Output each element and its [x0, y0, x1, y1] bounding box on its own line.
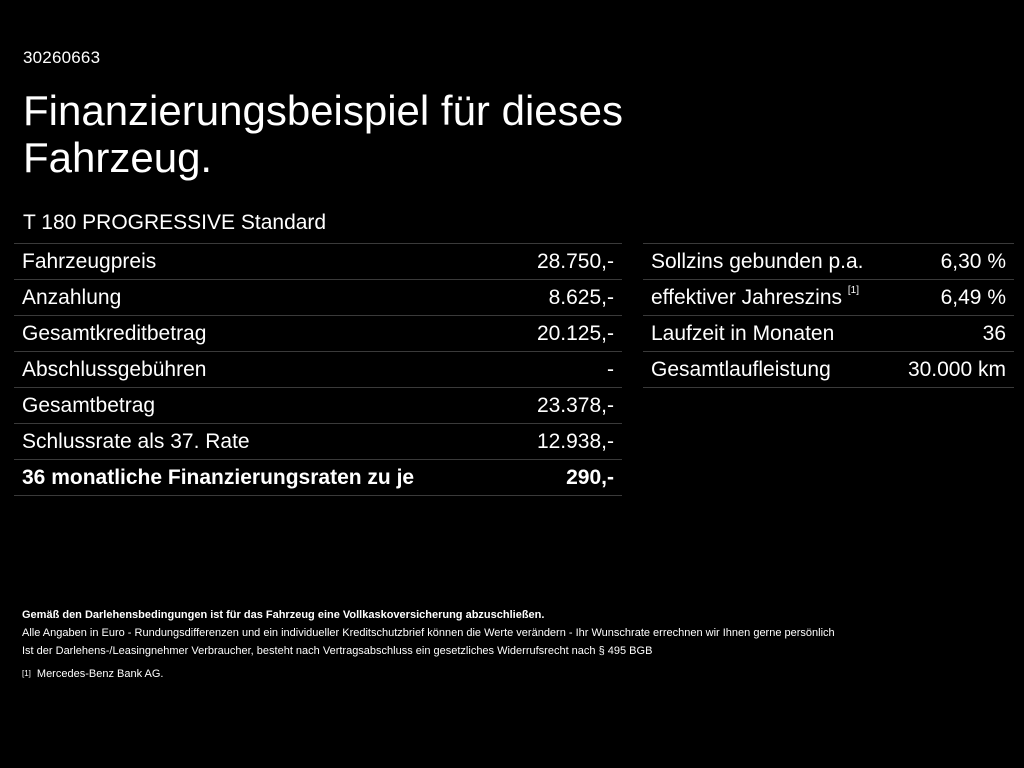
legal-notes: Gemäß den Darlehensbedingungen ist für d…: [22, 606, 1012, 683]
footnote-marker: [1]: [847, 284, 859, 296]
row-value: 28.750,-: [509, 243, 622, 280]
row-label: Gesamtbetrag: [14, 387, 510, 424]
row-label: Laufzeit in Monaten: [643, 315, 891, 352]
table-row: Sollzins gebunden p.a. 6,30 %: [643, 243, 1014, 280]
interest-table: Sollzins gebunden p.a. 6,30 % effektiver…: [643, 243, 1014, 388]
disclaimer-note: Alle Angaben in Euro - Rundungsdifferenz…: [22, 627, 835, 639]
table-row: Abschlussgebühren -: [14, 351, 622, 388]
monthly-rate-value: 290,-: [509, 459, 622, 496]
row-label: Sollzins gebunden p.a.: [643, 243, 891, 280]
row-value: 8.625,-: [509, 279, 622, 316]
row-value: 12.938,-: [509, 423, 622, 460]
footnote: [1] Mercedes-Benz Bank AG.: [22, 665, 1012, 683]
row-label: Gesamtlaufleistung: [643, 351, 891, 388]
row-value: 30.000 km: [890, 351, 1014, 388]
footnote-mark: [1]: [22, 669, 31, 678]
revocation-note: Ist der Darlehens-/Leasingnehmer Verbrau…: [22, 645, 653, 657]
row-value: 23.378,-: [509, 387, 622, 424]
table-row: Laufzeit in Monaten 36: [643, 315, 1014, 352]
row-value: 20.125,-: [509, 315, 622, 352]
monthly-rate-row: 36 monatliche Finanzierungsraten zu je 2…: [14, 459, 622, 496]
row-label: Fahrzeugpreis: [14, 243, 510, 280]
row-value: 6,30 %: [890, 243, 1014, 280]
row-value: 6,49 %: [890, 279, 1014, 316]
row-label: Gesamtkreditbetrag: [14, 315, 510, 352]
row-label: effektiver Jahreszins: [651, 285, 843, 309]
page-title: Finanzierungsbeispiel für dieses Fahrzeu…: [23, 87, 623, 181]
insurance-note: Gemäß den Darlehensbedingungen ist für d…: [22, 609, 545, 621]
table-row: Anzahlung 8.625,-: [14, 279, 622, 316]
row-label: Anzahlung: [14, 279, 510, 316]
row-label-with-footnote: effektiver Jahreszins [1]: [643, 279, 891, 316]
table-row: Gesamtbetrag 23.378,-: [14, 387, 622, 424]
row-label: 36 monatliche Finanzierungsraten zu je: [14, 459, 510, 496]
row-label: Schlussrate als 37. Rate: [14, 423, 510, 460]
table-row: Schlussrate als 37. Rate 12.938,-: [14, 423, 622, 460]
table-row: Gesamtkreditbetrag 20.125,-: [14, 315, 622, 352]
reference-number: 30260663: [23, 48, 101, 67]
row-label: Abschlussgebühren: [14, 351, 510, 388]
row-value: 36: [890, 315, 1014, 352]
row-value: -: [509, 351, 622, 388]
table-row: Fahrzeugpreis 28.750,-: [14, 243, 622, 280]
vehicle-model: T 180 PROGRESSIVE Standard: [23, 211, 327, 234]
financing-table: Fahrzeugpreis 28.750,- Anzahlung 8.625,-…: [14, 243, 622, 496]
table-row: effektiver Jahreszins [1] 6,49 %: [643, 279, 1014, 316]
footnote-text: Mercedes-Benz Bank AG.: [36, 668, 164, 680]
table-row: Gesamtlaufleistung 30.000 km: [643, 351, 1014, 388]
